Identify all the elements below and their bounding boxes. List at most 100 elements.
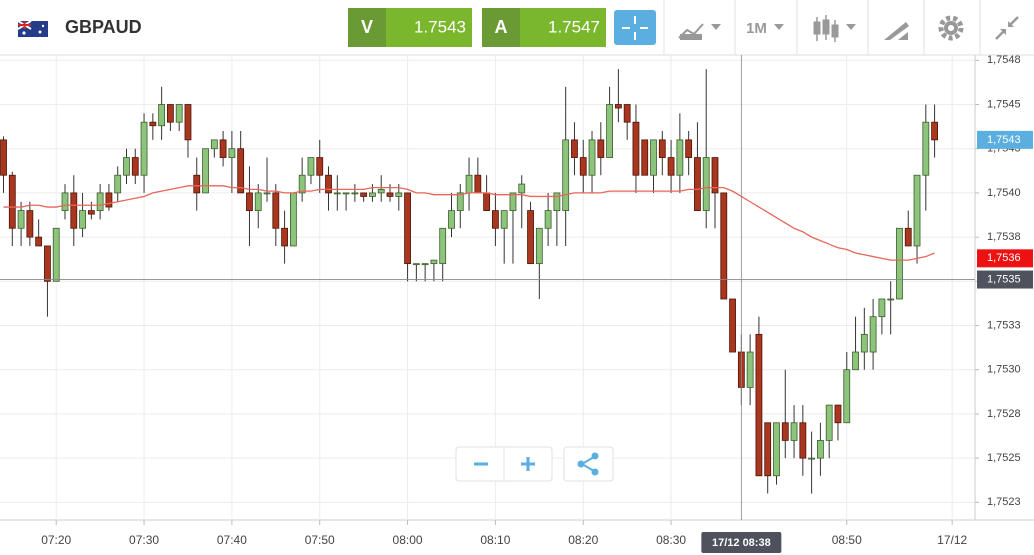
candle-body [123, 157, 130, 176]
timeframe-button[interactable]: 1M [746, 20, 784, 37]
buy-label: A [495, 17, 508, 37]
y-tick-label: 1,7548 [987, 54, 1021, 66]
candle-body [632, 121, 640, 176]
x-tick-label: 17/12 [937, 533, 967, 547]
candle-body [202, 148, 209, 194]
x-tick-label: 08:30 [656, 533, 686, 547]
candle-body [395, 192, 403, 197]
candle-body [342, 192, 350, 195]
candle-body [571, 139, 578, 158]
zoom-in-button[interactable] [521, 457, 535, 471]
candle-body [289, 192, 297, 247]
candle-body [860, 333, 868, 353]
candle-body [781, 422, 789, 441]
candle-body [553, 192, 561, 211]
candle-body [518, 183, 526, 194]
candle-body [325, 174, 332, 194]
candle-body [158, 104, 166, 127]
candle-body [360, 192, 368, 197]
buy-button[interactable]: A 1.7547 [482, 8, 606, 47]
candle-body [219, 139, 227, 158]
price-label-box [977, 130, 1033, 149]
y-tick-label: 1,7533 [987, 319, 1021, 331]
candle-body [773, 422, 780, 477]
share-button[interactable] [563, 446, 614, 482]
candle-body [421, 263, 429, 266]
moving-average-line [3, 185, 935, 261]
candle-body [254, 192, 262, 211]
candle-body [887, 298, 895, 301]
candle-body [913, 174, 921, 247]
candle-body [26, 210, 34, 238]
candle-body [606, 104, 613, 158]
timeframe: 1M [746, 20, 767, 37]
candle-body [281, 227, 288, 247]
candle-body [96, 192, 104, 211]
x-tick-label: 07:20 [41, 533, 71, 547]
candle-body [167, 104, 174, 123]
crosshair-y-label-box [977, 270, 1033, 289]
candle-body [535, 227, 543, 265]
y-tick-label: 1,7538 [987, 231, 1021, 243]
candle-body [922, 121, 930, 176]
x-tick-label: 07:30 [129, 533, 159, 547]
y-tick-label: 1,7528 [987, 408, 1021, 420]
y-tick-label: 1,7525 [987, 452, 1021, 464]
candle-body [8, 174, 16, 229]
candle-body [509, 192, 517, 211]
candle-body [35, 236, 43, 247]
candle-body [869, 316, 877, 353]
candle-body [114, 174, 122, 194]
candle-body [825, 404, 833, 441]
zoom-controls [455, 446, 614, 482]
candle-body [614, 104, 622, 109]
candle-body [579, 157, 587, 176]
candle-body [746, 351, 754, 388]
y-tick-label: 1,7523 [987, 496, 1021, 508]
candle-body [702, 157, 710, 211]
candle-body [492, 210, 499, 229]
candle-body [237, 148, 245, 194]
candle-body [175, 104, 183, 123]
x-tick-label: 07:50 [305, 533, 335, 547]
candle-body [685, 139, 693, 158]
crosshair-x-label-box [701, 532, 782, 553]
candle-body [544, 210, 552, 229]
candle-body [456, 192, 464, 211]
candle-body [439, 227, 447, 265]
candle-body [316, 157, 324, 176]
chart-type-button[interactable] [678, 23, 721, 40]
x-tick-label: 08:10 [480, 533, 510, 547]
candle-body [843, 369, 851, 424]
candle-body [386, 192, 394, 197]
candle-style-button[interactable] [813, 15, 856, 42]
candle-body [263, 192, 271, 195]
price-label: 1,7536 [987, 252, 1021, 264]
candle-body [729, 298, 736, 353]
collapse-button[interactable] [995, 16, 1019, 40]
buy-price: 1.7547 [548, 17, 600, 36]
candle-body [483, 192, 491, 211]
sell-button[interactable]: V 1.7543 [348, 8, 472, 47]
candle-body [694, 157, 701, 211]
candle-body [404, 192, 411, 265]
candle-body [52, 227, 60, 282]
sell-label: V [361, 17, 373, 37]
sell-price: 1.7543 [414, 17, 466, 36]
candle-body [720, 192, 728, 300]
settings-button[interactable] [938, 15, 964, 41]
candle-body [799, 422, 807, 459]
candle-body [333, 192, 341, 195]
crosshair-button[interactable] [614, 10, 656, 45]
x-tick-label: 07:40 [217, 533, 247, 547]
candle-body [527, 210, 534, 265]
candle-body [131, 157, 139, 176]
candle-body [307, 157, 315, 176]
candle-body [377, 188, 385, 194]
candle-body [658, 139, 666, 158]
candle-body [588, 139, 596, 176]
price-label-box [977, 249, 1033, 268]
draw-button[interactable] [884, 22, 909, 40]
candle-body [79, 210, 86, 229]
